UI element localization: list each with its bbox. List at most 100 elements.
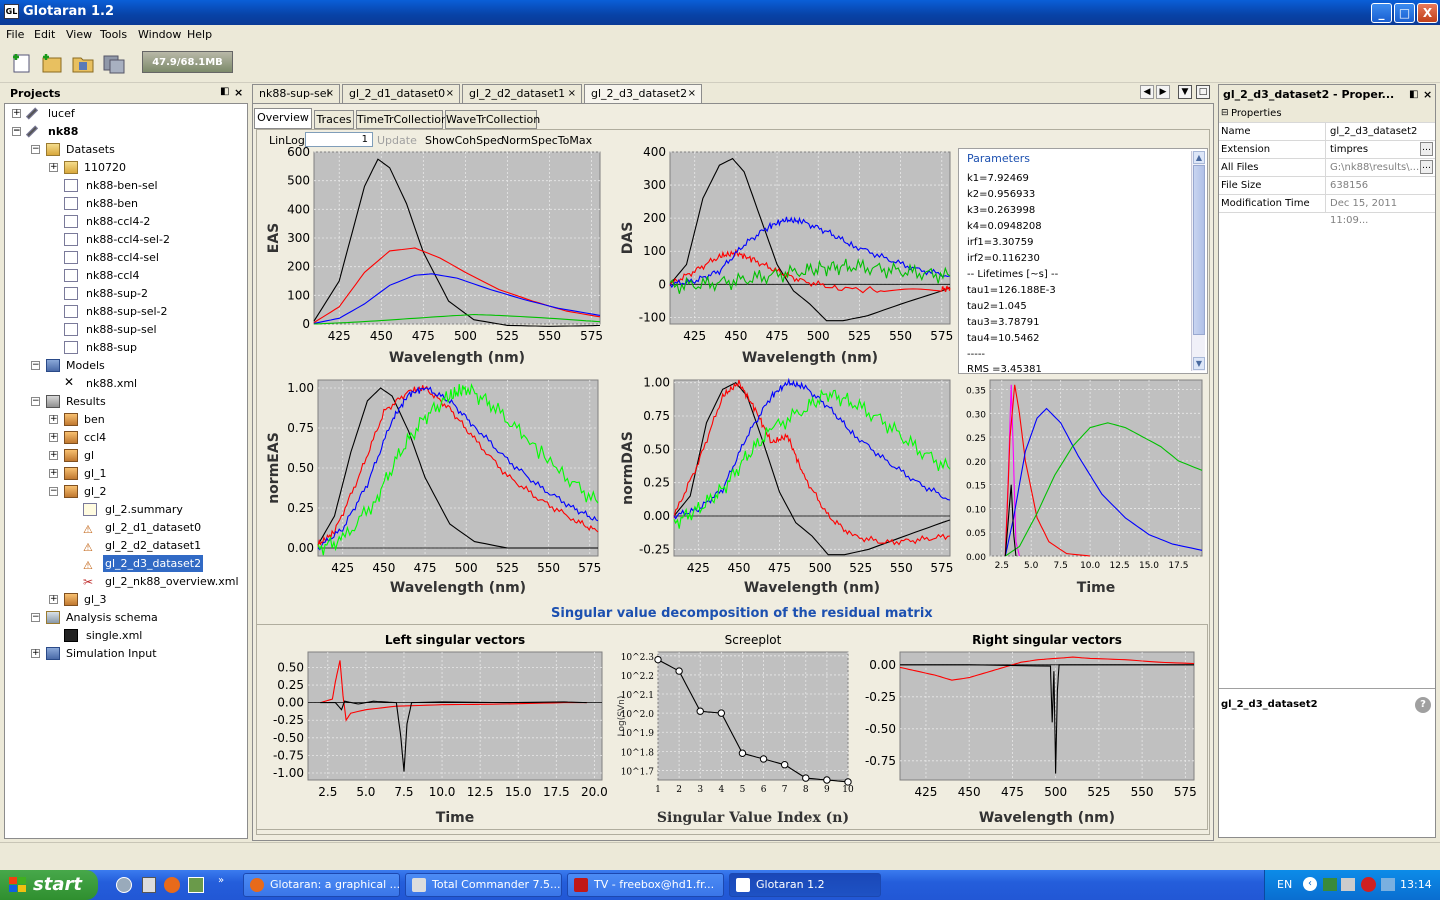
property-modification-time[interactable]: Modification Time Dec 15, 2011 11:09... — [1219, 195, 1435, 226]
series-line-blue — [313, 273, 601, 324]
plot-area — [673, 379, 951, 557]
close-tab-icon[interactable]: × — [325, 88, 334, 99]
tab-nk88-sup-sel[interactable]: nk88-sup-sel × — [252, 84, 340, 104]
taskbar: start » Glotaran: a graphical ... Total … — [0, 870, 1440, 900]
menu-window[interactable]: Window — [138, 28, 182, 41]
y-tick-label: -1.00 — [273, 766, 304, 780]
help-icon[interactable]: ? — [1415, 697, 1431, 713]
linlog-input[interactable]: 1 — [305, 132, 373, 147]
edit-property-button[interactable]: … — [1420, 160, 1433, 174]
taskbar-item-filezilla[interactable]: TV - freebox@hd1.fr... — [567, 873, 724, 897]
x-axis-label: Singular Value Index (n) — [657, 810, 849, 826]
scroll-up-icon: ▲ — [1193, 151, 1205, 164]
menu-help[interactable]: Help — [187, 28, 213, 41]
subtab-timetrcollection[interactable]: TimeTrCollection — [356, 110, 448, 129]
firefox-icon[interactable] — [164, 877, 180, 893]
y-tick-label: -0.75 — [273, 748, 304, 762]
paint-icon[interactable] — [188, 877, 204, 893]
close-tab-icon[interactable]: × — [567, 88, 576, 99]
tab-list-icon[interactable]: ▼ — [1178, 85, 1192, 99]
close-tab-icon[interactable]: × — [687, 88, 696, 99]
property-file-size[interactable]: File Size 638156 — [1219, 177, 1435, 195]
new-file-icon[interactable] — [40, 52, 64, 74]
close-button[interactable]: X — [1417, 3, 1438, 23]
tab-gl-2-d2-dataset1[interactable]: gl_2_d2_dataset1 × — [462, 84, 582, 104]
clock: 13:14 — [1400, 878, 1432, 891]
menu-file[interactable]: File — [6, 28, 25, 41]
maximize-button[interactable]: □ — [1394, 3, 1415, 23]
plot-area — [657, 651, 849, 781]
scree-point — [844, 778, 852, 786]
start-button[interactable]: start — [0, 870, 98, 900]
taskbar-item-firefox[interactable]: Glotaran: a graphical ... — [243, 873, 400, 897]
x-tick-label: 550 — [537, 561, 560, 575]
property-name[interactable]: Name gl_2_d3_dataset2 — [1219, 123, 1435, 141]
y-tick-label: 10^2.3 — [621, 653, 655, 663]
y-tick-label: 0.50 — [277, 660, 304, 674]
y-tick-label: -0.50 — [865, 722, 896, 736]
tray-back-icon[interactable]: ‹ — [1303, 877, 1317, 891]
close-tab-icon[interactable]: × — [445, 88, 454, 99]
menu-edit[interactable]: Edit — [34, 28, 56, 41]
tray-gear-icon[interactable] — [1381, 878, 1395, 891]
language-indicator[interactable]: EN — [1277, 878, 1293, 891]
quicklaunch-more-icon[interactable]: » — [218, 875, 225, 886]
x-axis-label: Wavelength (nm) — [742, 350, 878, 366]
subtab-overview[interactable]: Overview — [254, 108, 312, 129]
properties-section[interactable]: ⊟ Properties — [1219, 105, 1435, 123]
minimize-panel-icon[interactable]: ◧ — [1409, 89, 1419, 100]
menu-tools[interactable]: Tools — [100, 28, 128, 41]
new-project-icon[interactable] — [10, 52, 34, 74]
x-tick-label: 475 — [1001, 785, 1024, 799]
scroll-tabs-left-icon[interactable]: ◀ — [1140, 85, 1154, 99]
tray-monitor-icon[interactable] — [1341, 878, 1355, 891]
y-tick-label: 0.10 — [966, 505, 986, 515]
maximize-editor-icon[interactable]: □ — [1196, 85, 1210, 99]
y-tick-label: 600 — [287, 146, 310, 159]
edit-property-button[interactable]: … — [1420, 142, 1433, 156]
tray-antivirus-icon[interactable] — [1361, 877, 1376, 892]
taskbar-item-glotaran[interactable]: Glotaran 1.2 — [729, 873, 881, 897]
y-tick-label: 100 — [287, 288, 310, 302]
subtab-wavetrcollection[interactable]: WaveTrCollection — [445, 110, 540, 129]
commander-quicklaunch-icon[interactable] — [142, 877, 156, 893]
subtab-traces[interactable]: Traces — [314, 110, 354, 129]
properties-footer-title: gl_2_d3_dataset2 — [1221, 699, 1318, 710]
x-tick-label: 500 — [455, 561, 478, 575]
memory-indicator[interactable]: 47.9/68.1MB — [142, 51, 233, 73]
minimize-button[interactable]: _ — [1371, 3, 1392, 23]
x-tick-label: 500 — [1044, 785, 1067, 799]
show-coh-spec-button[interactable]: ShowCohSpec — [425, 134, 503, 147]
scissors-icon: ✂ — [83, 575, 94, 589]
param-line: RMS =3.45381 — [967, 364, 1042, 373]
property-extension[interactable]: Extension timpres… — [1219, 141, 1435, 159]
x-tick-label: 12.5 — [1110, 561, 1130, 571]
property-all-files[interactable]: All Files G:\nk88\results\...… — [1219, 159, 1435, 177]
x-tick-label: 475 — [414, 561, 437, 575]
x-tick-label: 17.5 — [543, 785, 570, 799]
update-button[interactable]: Update — [377, 134, 417, 147]
save-all-icon[interactable] — [102, 52, 126, 74]
tab-gl-2-d1-dataset0[interactable]: gl_2_d1_dataset0 × — [342, 84, 460, 104]
toolbar — [0, 45, 1440, 83]
y-tick-label: 0.25 — [287, 501, 314, 515]
tray-network-icon[interactable] — [1323, 878, 1337, 891]
parameters-scrollbar[interactable]: ▲ ▼ — [1191, 151, 1205, 371]
minimize-panel-icon[interactable]: ◧ — [220, 86, 230, 97]
x-tick-label: 500 — [809, 561, 832, 575]
open-project-icon[interactable] — [71, 52, 95, 74]
x-tick-label: 12.5 — [467, 785, 494, 799]
y-tick-label: 0.00 — [966, 553, 986, 563]
scree-point — [759, 755, 768, 763]
close-panel-icon[interactable]: × — [1423, 88, 1433, 101]
taskbar-item-total-commander[interactable]: Total Commander 7.5... — [405, 873, 562, 897]
scroll-tabs-right-icon[interactable]: ▶ — [1156, 85, 1170, 99]
menu-view[interactable]: View — [66, 28, 93, 41]
close-panel-icon[interactable]: × — [234, 86, 244, 99]
ie-icon[interactable] — [116, 877, 132, 893]
x-axis-label: Wavelength (nm) — [390, 580, 526, 596]
norm-spec-to-max-button[interactable]: NormSpecToMax — [501, 134, 593, 147]
y-tick-label: 0.50 — [287, 461, 314, 475]
x-tick-label: 425 — [328, 329, 351, 343]
tab-gl-2-d3-dataset2[interactable]: gl_2_d3_dataset2 × — [584, 84, 702, 105]
